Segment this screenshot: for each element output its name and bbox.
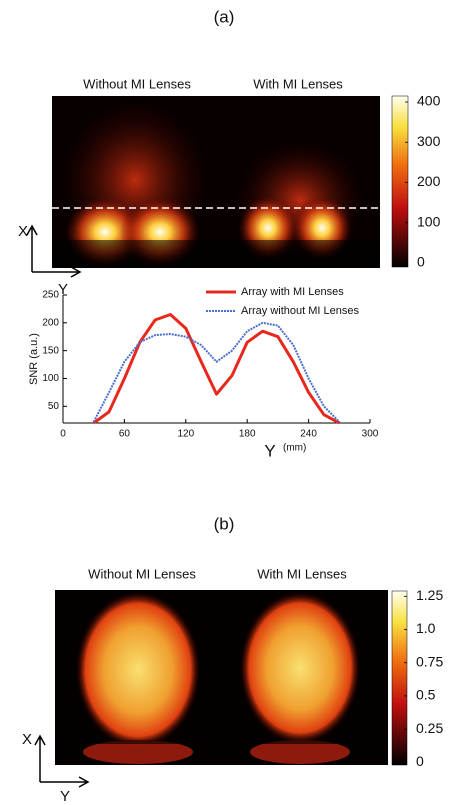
series-line — [92, 313, 341, 425]
panel-label: (b) — [214, 514, 235, 533]
colorbar-tick-label: 0.25 — [416, 720, 443, 736]
line-chart: 50 100 150 200 250 0 60 120 180 240 300 Array with … — [42, 286, 378, 440]
x-tick-label: 60 — [119, 429, 131, 440]
heatmap-b — [55, 590, 388, 765]
image-title: Without MI Lenses — [83, 76, 191, 91]
axis-arrow-label: X — [22, 731, 32, 748]
series-line — [92, 321, 341, 423]
image-title: Without MI Lenses — [88, 566, 196, 581]
image-title: With MI Lenses — [257, 566, 347, 581]
x-axis-unit: (mm) — [283, 443, 306, 454]
x-tick-label: 300 — [362, 429, 379, 440]
colorbar-tick-label: 1.0 — [416, 620, 436, 636]
x-tick-label: 240 — [300, 429, 317, 440]
y-tick-label: 250 — [42, 290, 59, 301]
x-tick-label: 0 — [60, 429, 66, 440]
y-tick-label: 200 — [42, 317, 59, 328]
colorbar-tick-label: 0 — [416, 753, 424, 769]
colorbar-tick-label: 100 — [417, 213, 441, 229]
axis-arrow-label: Y — [60, 788, 70, 805]
colorbar-tick-label: 1.25 — [416, 587, 443, 603]
colorbar — [391, 590, 408, 766]
colorbar-tick-label: 400 — [417, 93, 441, 109]
colorbar-tick-label: 0.5 — [416, 687, 436, 703]
y-tick-label: 150 — [42, 345, 59, 356]
panel-label: (a) — [214, 7, 235, 26]
legend-label: Array without MI Lenses — [241, 305, 359, 317]
colorbar-tick-label: 0 — [417, 254, 425, 270]
colorbar-tick-label: 0.75 — [416, 653, 443, 669]
heatmap-a — [52, 96, 380, 268]
axes-arrows — [26, 224, 82, 278]
y-tick-label: 50 — [48, 401, 60, 412]
colorbar-tick-label: 200 — [417, 173, 441, 189]
axes-arrows — [34, 734, 90, 788]
axis-arrow-label: X — [18, 223, 28, 240]
x-tick-label: 180 — [239, 429, 256, 440]
axis-arrow-label: Y — [58, 281, 68, 298]
x-axis-label: Y — [264, 441, 275, 460]
image-title: With MI Lenses — [253, 76, 343, 91]
colorbar-tick-label: 300 — [417, 133, 441, 149]
y-tick-label: 100 — [42, 373, 59, 384]
x-tick-label: 120 — [177, 429, 194, 440]
colorbar — [391, 95, 409, 268]
y-axis-label: SNR (a.u.) — [28, 333, 40, 385]
legend-label: Array with MI Lenses — [241, 286, 344, 298]
